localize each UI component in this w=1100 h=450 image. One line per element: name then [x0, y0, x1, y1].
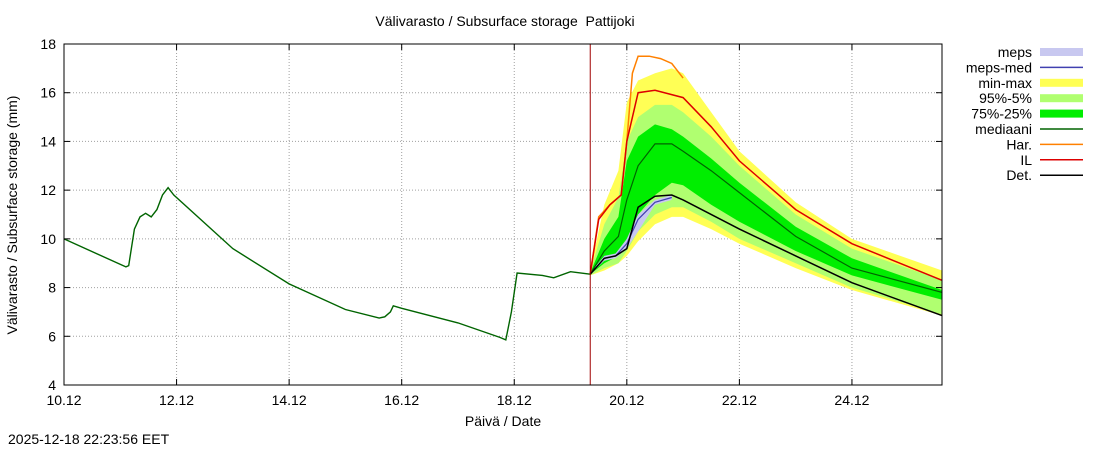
y-tick-label: 6: [48, 328, 56, 344]
x-tick-label: 24.12: [834, 392, 869, 408]
x-tick-label: 22.12: [722, 392, 757, 408]
legend: mepsmeps-medmin-max95%-5%75%-25%mediaani…: [966, 44, 1083, 183]
x-tick-label: 14.12: [272, 392, 307, 408]
x-tick-label: 10.12: [46, 392, 81, 408]
y-tick-label: 18: [40, 36, 56, 52]
line-observed: [64, 186, 591, 341]
legend-swatch: [1040, 78, 1083, 87]
x-tick-label: 20.12: [609, 392, 644, 408]
legend-swatch: [1040, 94, 1083, 103]
legend-label: mediaani: [975, 121, 1032, 137]
axis-ticks: 4 6 8 10 12 14 16 18 10.12 12.12 14.12 16.12 18.12 20…: [40, 36, 942, 408]
y-tick-label: 8: [48, 280, 56, 296]
legend-label: 95%-5%: [979, 90, 1032, 106]
legend-item-p95_5: 95%-5%: [979, 90, 1083, 106]
line-mediaani: [589, 143, 942, 293]
legend-item-meps: meps: [998, 44, 1083, 60]
y-tick-label: 14: [40, 133, 56, 149]
legend-item-det: Det.: [1006, 167, 1083, 183]
x-axis-label: Päivä / Date: [465, 413, 541, 429]
legend-label: min-max: [978, 75, 1032, 91]
legend-label: 75%-25%: [971, 106, 1032, 122]
plot-frame: [63, 43, 943, 386]
y-tick-label: 16: [40, 85, 56, 101]
x-tick-label: 12.12: [159, 392, 194, 408]
legend-item-meps_med: meps-med: [966, 59, 1083, 75]
x-tick-label: 16.12: [384, 392, 419, 408]
legend-item-il: IL: [1020, 152, 1083, 168]
x-tick-label: 18.12: [497, 392, 532, 408]
line-det: [589, 194, 942, 317]
legend-item-har: Har.: [1006, 136, 1083, 152]
legend-swatch: [1040, 109, 1083, 118]
legend-item-minmax: min-max: [978, 75, 1083, 91]
grid: [64, 44, 942, 385]
legend-item-p75_25: 75%-25%: [971, 106, 1083, 122]
line-il: [589, 89, 942, 281]
legend-swatch: [1040, 48, 1083, 56]
y-tick-label: 10: [40, 231, 56, 247]
legend-label: Det.: [1006, 167, 1032, 183]
legend-label: IL: [1020, 152, 1032, 168]
legend-label: Har.: [1006, 136, 1032, 152]
series-lines: [64, 44, 942, 385]
band-75-25: [590, 124, 942, 300]
legend-item-mediaani: mediaani: [975, 121, 1083, 137]
y-tick-label: 4: [48, 377, 56, 393]
chart-title: Välivarasto / Subsurface storage Pattijo…: [375, 13, 634, 29]
legend-label: meps-med: [966, 59, 1032, 75]
legend-label: meps: [998, 44, 1032, 60]
y-tick-label: 12: [40, 182, 56, 198]
timestamp: 2025-12-18 22:23:56 EET: [8, 431, 170, 447]
y-axis-label: Välivarasto / Subsurface storage (mm): [4, 96, 20, 335]
